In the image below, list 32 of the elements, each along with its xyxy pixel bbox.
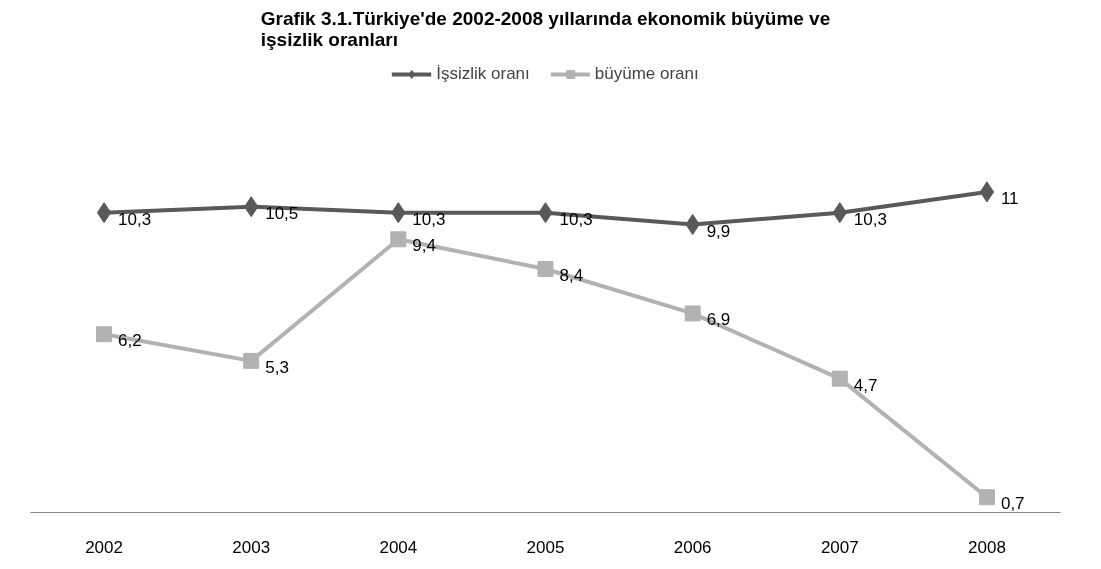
chart-title: Grafik 3.1.Türkiye'de 2002-2008 yıllarında ekonomik büyüme ve işsizlik oranları bbox=[260, 7, 831, 50]
point bbox=[831, 370, 848, 387]
point bbox=[390, 231, 407, 248]
point bbox=[96, 202, 112, 224]
data-label: 10,3 bbox=[118, 209, 152, 229]
data-label: 6,2 bbox=[118, 331, 142, 351]
x-tick-label: 2007 bbox=[820, 537, 859, 557]
x-tick-label: 2004 bbox=[379, 537, 418, 557]
point bbox=[978, 489, 995, 506]
legend-label: İşsizlik oranı bbox=[436, 64, 530, 84]
x-tick-label: 2008 bbox=[968, 537, 1006, 557]
data-label: 9,4 bbox=[412, 236, 436, 256]
point bbox=[243, 352, 260, 369]
data-label: 10,3 bbox=[412, 209, 446, 229]
data-label: 4,7 bbox=[853, 375, 878, 395]
data-label: 10,5 bbox=[265, 203, 299, 223]
data-label: 6,9 bbox=[706, 310, 731, 330]
data-label: 8,4 bbox=[559, 265, 584, 285]
data-label: 11 bbox=[1000, 188, 1019, 208]
point bbox=[979, 181, 995, 203]
data-label: 5,3 bbox=[265, 357, 289, 377]
x-tick-label: 2003 bbox=[232, 537, 271, 557]
point bbox=[684, 305, 701, 322]
x-tick-label: 2005 bbox=[526, 537, 565, 557]
point bbox=[96, 326, 113, 343]
data-label: 9,9 bbox=[706, 221, 731, 241]
data-label: 10,3 bbox=[853, 209, 887, 229]
x-tick-label: 2002 bbox=[85, 537, 123, 557]
legend-label: büyüme oranı bbox=[594, 64, 699, 84]
data-label: 0,7 bbox=[1000, 494, 1025, 514]
x-tick-label: 2006 bbox=[673, 537, 712, 557]
point bbox=[537, 260, 554, 277]
